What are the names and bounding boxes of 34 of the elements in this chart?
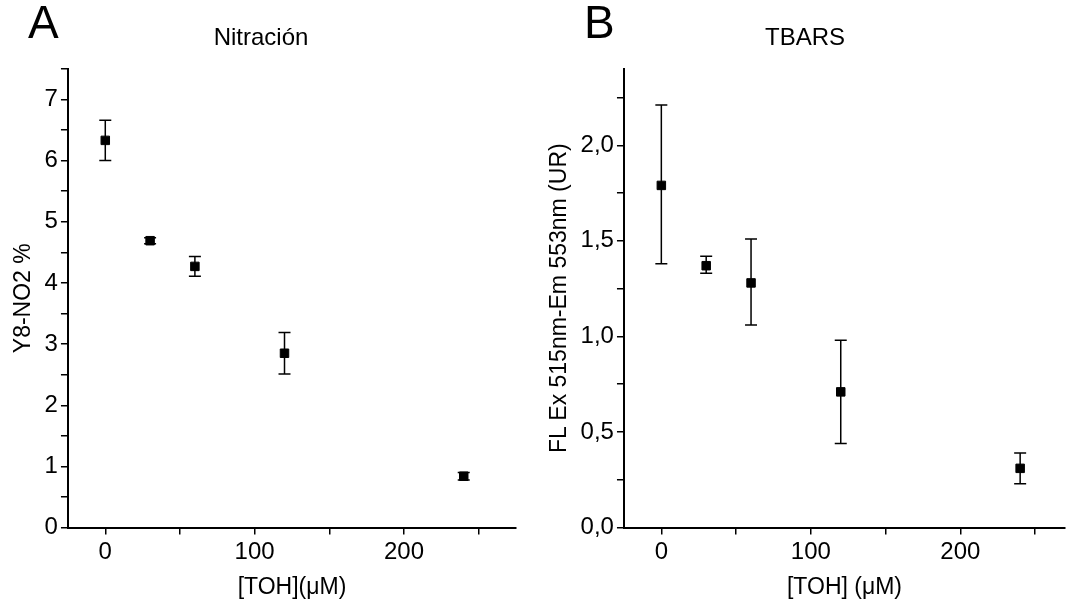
y-tick-label: 2 bbox=[44, 389, 58, 417]
point bbox=[746, 278, 756, 288]
chart-title: TBARS bbox=[764, 23, 846, 51]
y-tick-label: 7 bbox=[44, 84, 58, 112]
x-tick-label: 100 bbox=[234, 536, 275, 564]
y-tick-label: 1,0 bbox=[580, 321, 614, 349]
point bbox=[100, 135, 111, 146]
point bbox=[701, 260, 711, 271]
y-tick-label: 3 bbox=[44, 328, 58, 356]
y-tick-label: 1,5 bbox=[580, 225, 614, 253]
x-axis-title: [TOH](μM) bbox=[237, 572, 347, 599]
point bbox=[836, 387, 846, 397]
point bbox=[1015, 463, 1025, 474]
text: B bbox=[583, 0, 615, 48]
y-tick-label: 0,5 bbox=[580, 416, 614, 444]
text: A bbox=[27, 0, 59, 48]
y-axis-title: Y8-NO2 % bbox=[9, 243, 36, 354]
point bbox=[279, 348, 290, 358]
chart-title: Nitración bbox=[213, 23, 309, 51]
point bbox=[656, 180, 667, 191]
y-tick-label: 1 bbox=[44, 451, 58, 479]
y-tick-label: 5 bbox=[44, 206, 58, 234]
x-axis-title: [TOH] (μM) bbox=[786, 572, 903, 599]
x-tick-label: 0 bbox=[98, 536, 112, 564]
x-tick-label: 0 bbox=[654, 536, 669, 564]
y-tick-label: 0 bbox=[44, 512, 58, 540]
y-tick-label: 2,0 bbox=[580, 129, 614, 157]
y-tick-label: 4 bbox=[44, 267, 58, 295]
y-tick-label: 6 bbox=[44, 145, 58, 173]
y-tick-label: 0,0 bbox=[580, 512, 614, 540]
x-tick-label: 200 bbox=[383, 536, 425, 564]
x-tick-label: 100 bbox=[790, 536, 831, 564]
x-tick-label: 200 bbox=[940, 536, 981, 564]
y-axis-title: FL Ex 515nm-Em 553nm (UR) bbox=[545, 143, 572, 454]
